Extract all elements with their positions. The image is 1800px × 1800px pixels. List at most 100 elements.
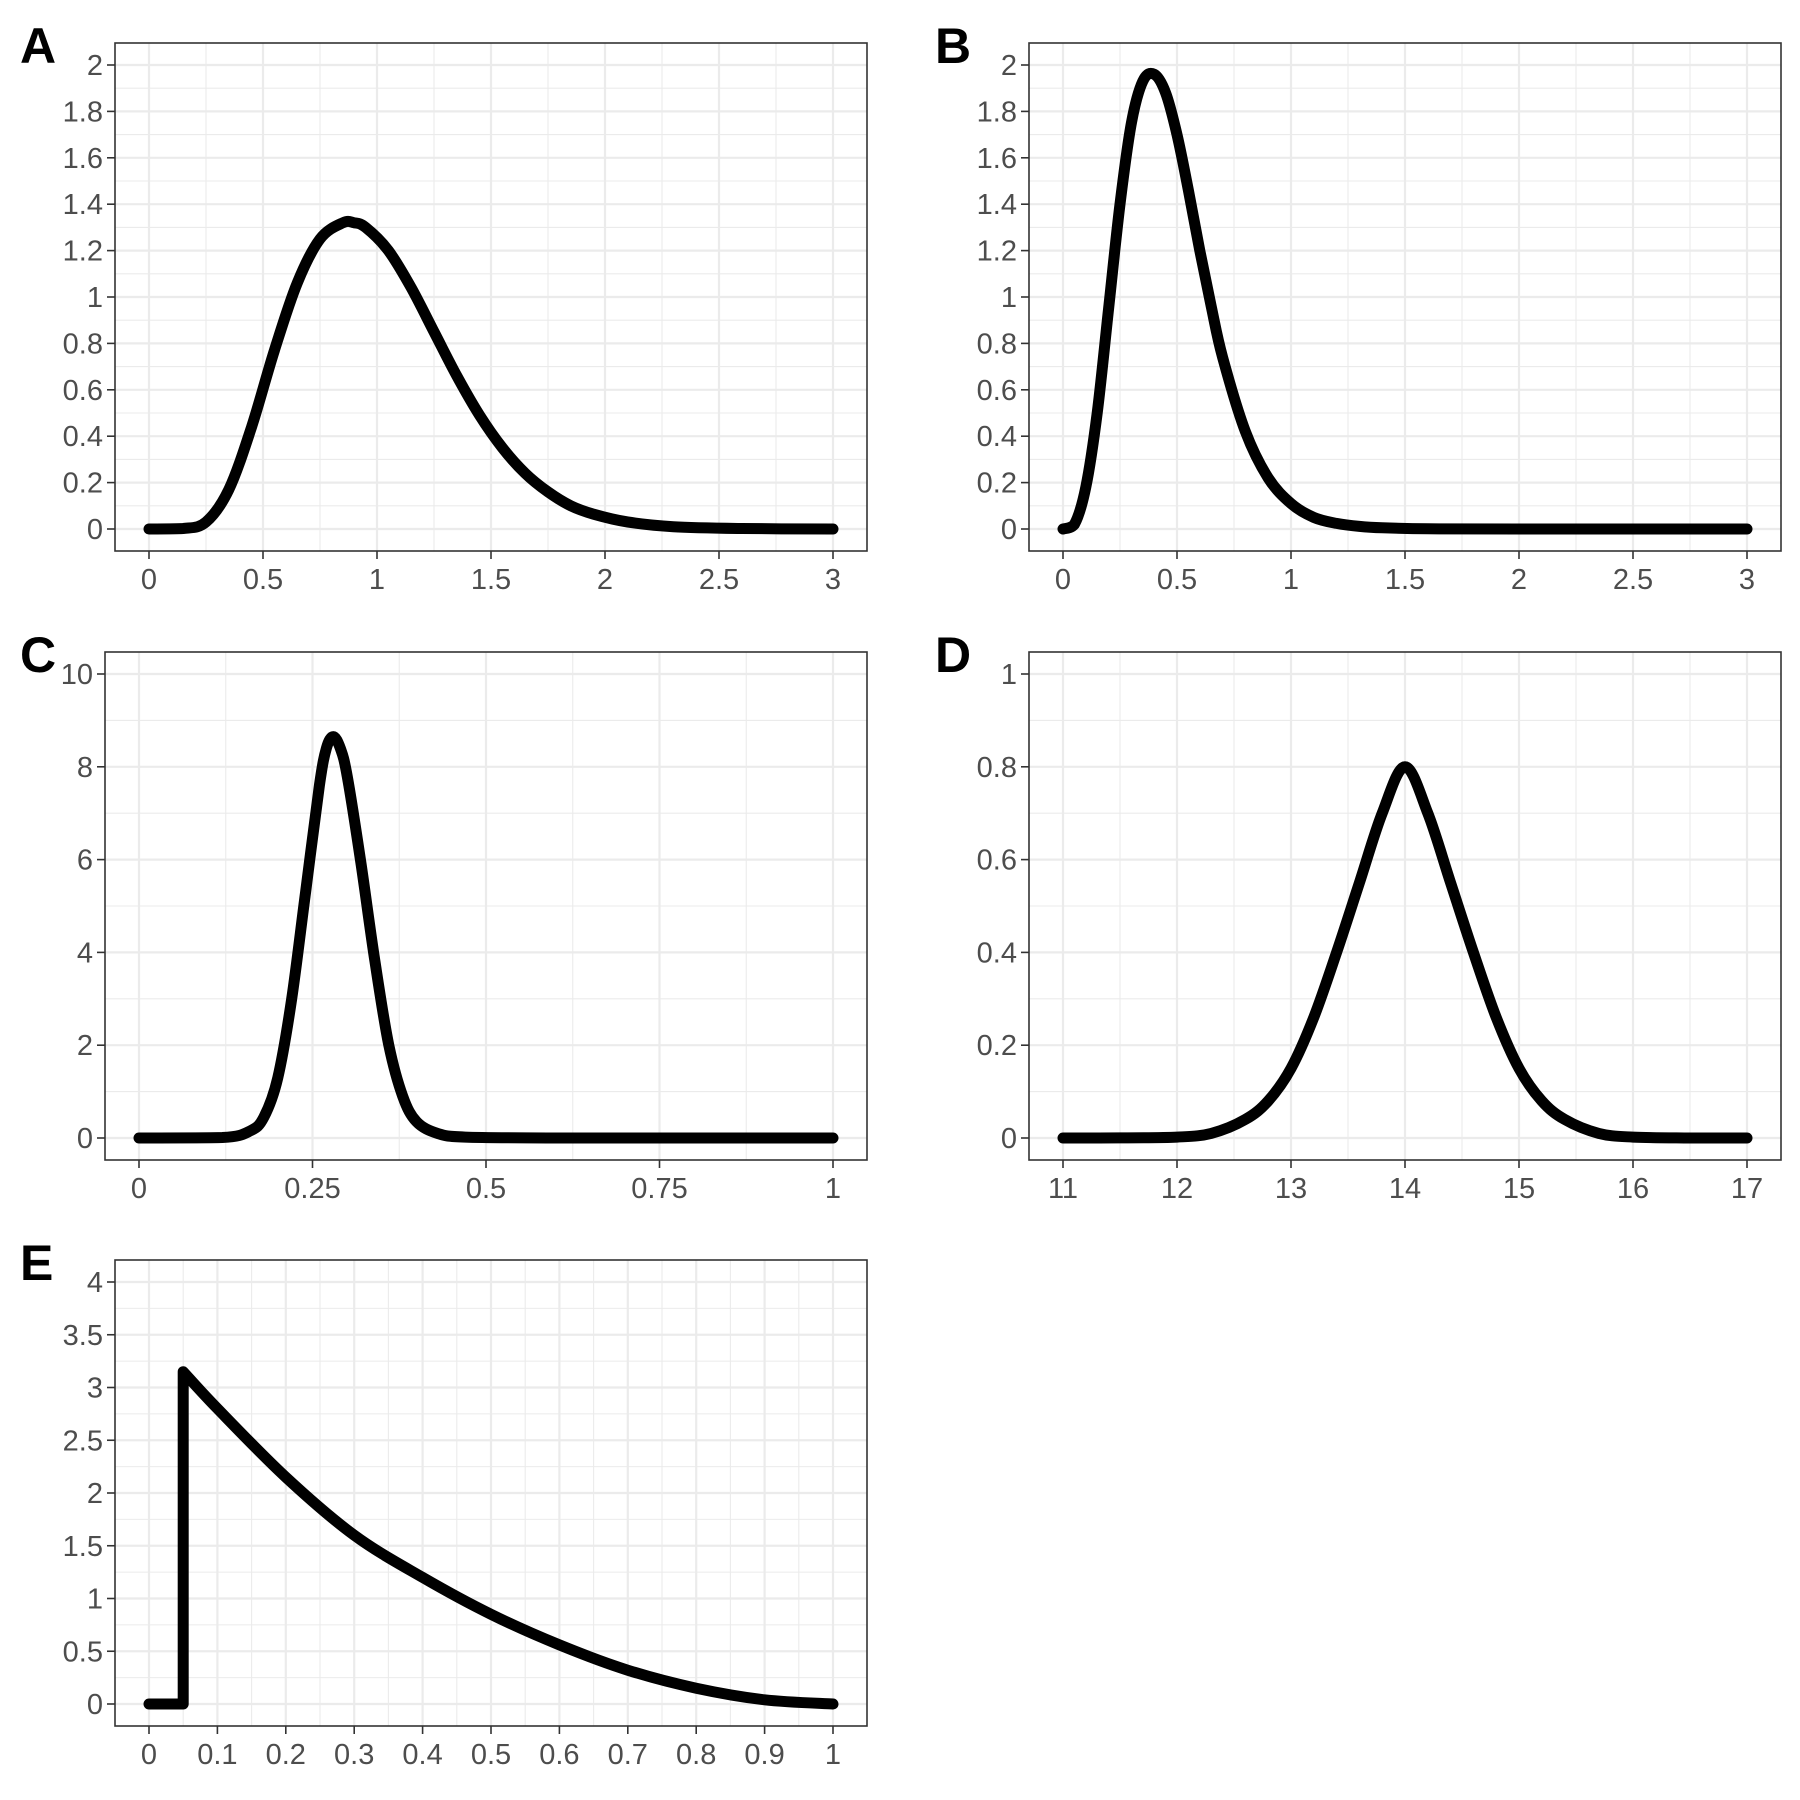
panel-c-tag: C <box>20 627 56 683</box>
panel-d-y-tick-label: 0 <box>1001 1123 1017 1155</box>
panel-b-y-tick-label: 1.6 <box>977 143 1017 175</box>
panel-b-x-tick-label: 1.5 <box>1385 564 1425 596</box>
panel-e-x-tick-label: 0.1 <box>197 1739 237 1771</box>
panel-c-x-tick-label: 0.25 <box>284 1173 340 1205</box>
panel-d-density-curve <box>1057 761 1753 1144</box>
panel-c-y-tick-label: 2 <box>77 1030 93 1062</box>
panel-b-y-tick-label: 0 <box>1001 514 1017 546</box>
panel-d: D 11 12 13 14 15 16 17 0 0.2 0.4 0.6 0.8 1 <box>935 627 1782 1205</box>
panel-a-x-tick-label: 2 <box>597 564 613 596</box>
panel-d-x-tick-label: 14 <box>1389 1173 1421 1205</box>
panel-d-x-tick-label: 16 <box>1617 1173 1649 1205</box>
panel-b-density-curve <box>1057 67 1753 535</box>
panel-a-y-tick-label: 1 <box>87 282 103 314</box>
panel-e-x-tick-label: 0.7 <box>608 1739 648 1771</box>
panel-c-y-tick-label: 10 <box>61 659 93 691</box>
panel-b-x-tick-label: 0.5 <box>1157 564 1197 596</box>
panel-a-tag: A <box>20 18 56 74</box>
panel-b-grid <box>1029 43 1781 551</box>
panel-a-y-tick-label: 1.4 <box>63 189 103 221</box>
panel-a-grid <box>115 43 867 551</box>
panel-d-x-tick-label: 11 <box>1048 1173 1078 1205</box>
panel-e-tag: E <box>20 1235 53 1291</box>
panel-a-y-tick-label: 0.8 <box>63 328 103 360</box>
panel-a-y-tick-label: 0.4 <box>63 421 103 453</box>
panel-c-y-tick-label: 4 <box>77 937 93 969</box>
panel-b-y-tick-label: 0.8 <box>977 328 1017 360</box>
panel-d-y-tick-label: 0.2 <box>977 1030 1017 1062</box>
panel-b-y-tick-label: 0.6 <box>977 375 1017 407</box>
panel-b-y-tick-label: 1.2 <box>977 236 1017 268</box>
panel-d-x-tick-label: 12 <box>1161 1173 1193 1205</box>
panel-b-y-tick-label: 1.8 <box>977 96 1017 128</box>
panel-d-y-tick-label: 0.4 <box>977 937 1017 969</box>
panel-d-tag: D <box>935 627 971 683</box>
panel-e-x-tick-label: 0.5 <box>471 1739 511 1771</box>
panel-e-x-tick-label: 0.6 <box>539 1739 579 1771</box>
panel-e-x-tick-label: 0.4 <box>402 1739 442 1771</box>
panel-e-x-tick-label: 0.2 <box>266 1739 306 1771</box>
panel-c-x-tick-label: 0 <box>131 1173 147 1205</box>
panel-d-y-tick-label: 0.8 <box>977 752 1017 784</box>
panel-d-x-tick-label: 15 <box>1503 1173 1535 1205</box>
panel-e-x-tick-label: 1 <box>825 1739 841 1771</box>
panel-b: B 0 0.5 1 1.5 2 2.5 3 0 0.2 0.4 0.6 0.8 1 1.2 1.4 1.6 1.… <box>935 18 1782 596</box>
panel-a-x-tick-label: 1 <box>369 564 385 596</box>
panel-c-grid <box>105 652 867 1160</box>
panel-a-x-tick-label: 1.5 <box>471 564 511 596</box>
panel-d-grid <box>1029 652 1781 1160</box>
panel-a-density-curve <box>143 215 839 535</box>
panel-e-y-tick-label: 3.5 <box>63 1320 103 1352</box>
panel-e-density-curve <box>143 1366 839 1710</box>
panel-d-y-tick-label: 0.6 <box>977 845 1017 877</box>
panel-d-x-tick-label: 17 <box>1731 1173 1763 1205</box>
panel-c-x-tick-label: 1 <box>825 1173 841 1205</box>
panel-d-x-tick-label: 13 <box>1275 1173 1307 1205</box>
panel-e-y-tick-label: 3 <box>87 1373 103 1405</box>
panel-e-grid <box>115 1260 867 1726</box>
panel-e-x-tick-label: 0.3 <box>334 1739 374 1771</box>
panel-a-y-tick-label: 0 <box>87 514 103 546</box>
panel-a-y-tick-label: 1.8 <box>63 96 103 128</box>
panel-b-y-tick-label: 0.4 <box>977 421 1017 453</box>
panel-a-y-tick-label: 1.6 <box>63 143 103 175</box>
panel-b-y-tick-label: 1 <box>1001 282 1017 314</box>
panel-a-y-tick-label: 2 <box>87 50 103 82</box>
panel-b-x-tick-label: 1 <box>1283 564 1299 596</box>
panel-c-y-tick-label: 0 <box>77 1123 93 1155</box>
panel-a-y-tick-label: 0.6 <box>63 375 103 407</box>
panel-c-y-tick-label: 6 <box>77 845 93 877</box>
panel-b-x-tick-label: 3 <box>1739 564 1755 596</box>
panel-c-x-tick-label: 0.5 <box>466 1173 506 1205</box>
panel-e-x-tick-label: 0.8 <box>676 1739 716 1771</box>
panel-b-tag: B <box>935 18 971 74</box>
panel-c-density-curve <box>133 731 839 1144</box>
panel-a-x-tick-label: 0 <box>141 564 157 596</box>
panel-a-x-tick-label: 2.5 <box>699 564 739 596</box>
panel-e-x-tick-label: 0 <box>141 1739 157 1771</box>
panel-b-y-tick-label: 2 <box>1001 50 1017 82</box>
panel-e-y-tick-label: 2.5 <box>63 1425 103 1457</box>
panel-a-x-tick-label: 0.5 <box>243 564 283 596</box>
panel-b-y-tick-label: 1.4 <box>977 189 1017 221</box>
panel-b-x-tick-label: 0 <box>1055 564 1071 596</box>
panel-b-y-tick-label: 0.2 <box>977 468 1017 500</box>
panel-b-x-tick-label: 2.5 <box>1613 564 1653 596</box>
panel-a-y-tick-label: 1.2 <box>63 236 103 268</box>
panel-a-y-tick-label: 0.2 <box>63 468 103 500</box>
panel-e-y-tick-label: 1.5 <box>63 1531 103 1563</box>
panel-c-y-tick-label: 8 <box>77 752 93 784</box>
panel-e: E 0 0.1 0.2 0.3 0.4 0.5 0.6 0.7 0.8 0.9 1 0 0.5 1 1.5 2… <box>20 1235 868 1771</box>
panel-a-x-tick-label: 3 <box>825 564 841 596</box>
panel-e-y-tick-label: 4 <box>87 1267 103 1299</box>
panel-d-y-tick-label: 1 <box>1001 659 1017 691</box>
panel-e-y-tick-label: 0.5 <box>63 1636 103 1668</box>
panel-a: A 0 0.5 1 1.5 2 2.5 3 0 0.2 0.4 0.6 0.8 1 1.2 1.4 1.6 1.… <box>20 18 868 596</box>
panel-c-x-tick-label: 0.75 <box>631 1173 687 1205</box>
panel-e-y-tick-label: 0 <box>87 1689 103 1721</box>
panel-e-y-tick-label: 1 <box>87 1584 103 1616</box>
panel-e-y-tick-label: 2 <box>87 1478 103 1510</box>
panel-e-x-tick-label: 0.9 <box>744 1739 784 1771</box>
